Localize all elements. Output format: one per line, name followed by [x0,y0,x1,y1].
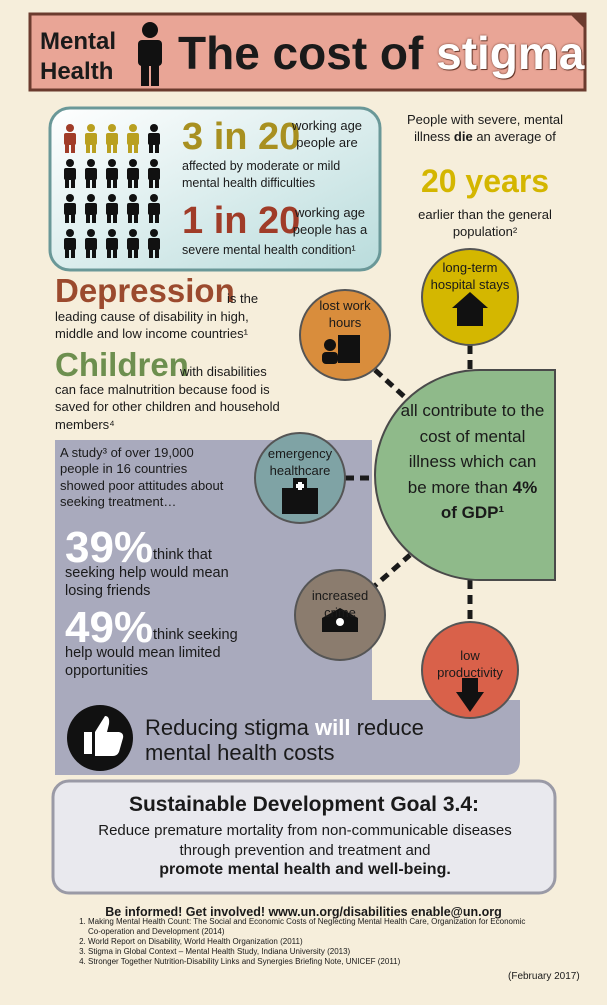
person-figure [85,124,97,153]
title-text: The cost of [178,27,424,79]
references: Making Mental Health Count: The Social a… [70,917,528,967]
reducing-after: reduce mental health costs [145,715,424,766]
footer-cta: Be informed! Get involved! www.un.org/di… [105,905,502,919]
lifespan-end: earlier than the general population² [418,207,552,239]
lifespan-big: 20 years [420,163,550,199]
children-word: Children [55,346,189,383]
stat-1in20: 1 in 20 [182,200,301,242]
header-title: The cost of stigma [178,30,584,76]
title-highlight: stigma [436,27,585,79]
label-lost-work: lost work hours [319,298,371,330]
stat-line2: severe mental health condition¹ [182,243,356,257]
person-figure [106,159,118,188]
label-crime: increased crime [311,588,369,620]
person-figure [148,159,160,188]
person-figure [64,159,76,188]
icon-details [296,482,344,626]
person-figure [85,229,97,258]
banner [28,12,587,92]
center-plain: all contribute to the cost of mental ill… [400,401,545,497]
study-intro: A study³ of over 19,000 people in 16 cou… [60,445,224,509]
stat-side1: working age people are [291,118,363,150]
center-text: all contribute to the cost of mental ill… [400,398,545,526]
thumbs-icon [84,716,124,756]
study-text1: think that seeking help would mean losin… [65,547,229,600]
lifespan-bold: die [453,128,473,144]
person-figure [148,124,160,153]
sdg-title: Sustainable Development Goal 3.4: [128,793,480,816]
person-figure [106,229,118,258]
person-figure [127,124,139,153]
study-stat2: 49% [65,603,154,652]
center-bold: 4% of GDP¹ [440,477,538,523]
label-hospital: long-term hospital stays [430,260,510,292]
person-icon [138,22,162,86]
reference: World Report on Disability, World Health… [88,937,528,947]
person-figure [64,229,76,258]
factor-icons [282,292,488,712]
study-stat1: 39% [65,523,154,572]
study-text2: think seeking help would mean limited op… [65,627,238,680]
children-text: with disabilities can face malnutrition … [55,364,280,432]
person-figure [85,194,97,223]
person-figure [127,159,139,188]
depression-text: is the leading cause of disability in hi… [55,291,259,342]
person-figure [106,194,118,223]
reference: Making Mental Health Count: The Social a… [88,917,528,937]
header-mental: Mental [40,28,117,55]
label-emergency: emergency healthcare [267,446,333,478]
circle-productivity [421,621,519,719]
stat-3in20: 3 in 20 [182,116,301,158]
reducing-before: Reducing stigma [145,715,309,740]
person-figure [106,124,118,153]
stat-line1: affected by moderate or mild mental heal… [182,159,341,190]
person-figure [127,194,139,223]
center-shape [374,369,556,581]
label-productivity: low productivity [437,648,503,680]
reference: Stigma in Global Context – Mental Health… [88,947,528,957]
sdg-text: Reduce premature mortality from non-comm… [90,821,520,881]
person-figure [64,194,76,223]
people-grid [64,124,160,258]
lifespan-after: an average of [476,128,556,144]
person-figure [127,229,139,258]
lifespan-before: People with severe, mental illness [406,112,564,144]
person-figure [85,159,97,188]
reducing-bold: will [315,715,351,740]
person-figure [64,124,76,153]
study-panel [55,440,520,775]
header-health: Health [40,58,114,85]
connectors [345,345,473,622]
sdg-plain: Reduce premature mortality from non-comm… [98,822,512,859]
footer-date: (February 2017) [508,971,580,982]
lifespan-intro: People with severe, mental illness die a… [395,112,575,146]
banner-fold [570,14,585,29]
person-figure [148,229,160,258]
sdg-bold: promote mental health and well-being. [159,861,451,878]
reducing-text: Reducing stigma will reduce mental healt… [145,715,465,766]
stat-side2: working age people has a [292,205,368,237]
depression-word: Depression [55,272,235,309]
sdg-box [51,779,557,895]
person-figure [148,194,160,223]
reference: Stronger Together Nutrition-Disability L… [88,957,528,967]
